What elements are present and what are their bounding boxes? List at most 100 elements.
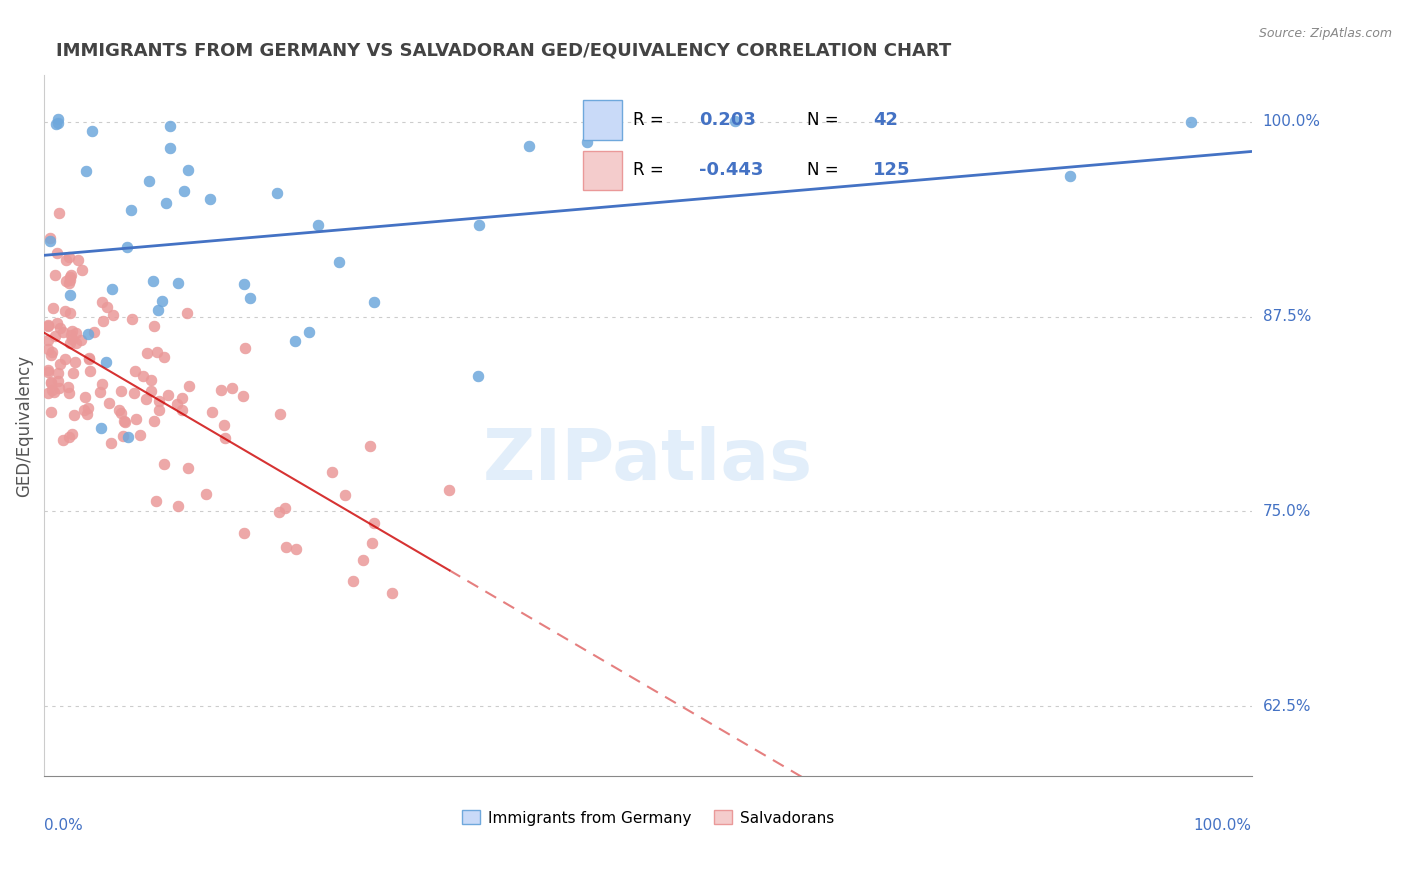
Point <box>83 325 105 339</box>
Point <box>44 268 66 282</box>
Point <box>42 301 65 315</box>
Point <box>59 273 82 287</box>
Point <box>124 412 146 426</box>
Point <box>115 240 138 254</box>
Point <box>135 392 157 407</box>
Point <box>77 401 100 415</box>
Point <box>75 390 97 404</box>
Text: 100.0%: 100.0% <box>1194 818 1251 833</box>
Point <box>59 306 82 320</box>
Point <box>39 235 62 249</box>
Point <box>110 406 132 420</box>
Point <box>274 500 297 515</box>
Point <box>124 364 146 378</box>
Point <box>121 311 143 326</box>
Point <box>177 460 200 475</box>
Point <box>269 505 291 519</box>
Point <box>269 407 291 421</box>
Point <box>60 328 83 343</box>
Point <box>44 385 66 400</box>
Point <box>333 488 356 502</box>
Point <box>96 301 118 315</box>
Point <box>76 327 98 342</box>
Point <box>48 205 70 219</box>
Point <box>52 326 75 340</box>
Point <box>361 535 384 549</box>
Point <box>65 335 87 350</box>
Point <box>221 381 243 395</box>
Point <box>73 402 96 417</box>
Point <box>170 391 193 405</box>
Point <box>37 342 59 356</box>
Point <box>39 376 62 390</box>
Text: 62.5%: 62.5% <box>1263 698 1312 714</box>
Point <box>79 351 101 365</box>
Point <box>46 116 69 130</box>
Point <box>65 326 87 341</box>
Point <box>76 407 98 421</box>
Text: IMMIGRANTS FROM GERMANY VS SALVADORAN GED/EQUIVALENCY CORRELATION CHART: IMMIGRANTS FROM GERMANY VS SALVADORAN GE… <box>56 42 952 60</box>
Point <box>65 354 87 368</box>
Point <box>195 486 218 500</box>
Point <box>41 383 63 397</box>
Point <box>439 483 461 498</box>
Point <box>179 379 201 393</box>
Point <box>155 195 177 210</box>
Point <box>59 288 82 302</box>
Point <box>90 421 112 435</box>
Point <box>176 305 198 319</box>
Point <box>75 164 97 178</box>
Text: Source: ZipAtlas.com: Source: ZipAtlas.com <box>1258 27 1392 40</box>
Point <box>48 381 70 395</box>
Point <box>1059 169 1081 184</box>
Text: 87.5%: 87.5% <box>1263 310 1310 324</box>
Point <box>52 434 75 448</box>
Point <box>58 386 80 401</box>
Point <box>45 117 67 131</box>
Point <box>70 262 93 277</box>
Point <box>239 291 262 305</box>
Legend: Immigrants from Germany, Salvadorans: Immigrants from Germany, Salvadorans <box>456 805 841 831</box>
Point <box>153 457 176 471</box>
Point <box>55 274 77 288</box>
Point <box>153 350 176 364</box>
Point <box>94 354 117 368</box>
Point <box>91 314 114 328</box>
Text: 75.0%: 75.0% <box>1263 504 1310 519</box>
Point <box>307 218 329 232</box>
Point <box>212 417 235 432</box>
Point <box>177 163 200 178</box>
Point <box>39 230 62 244</box>
Point <box>173 184 195 198</box>
Point <box>117 430 139 444</box>
Point <box>89 385 111 400</box>
Point <box>284 541 307 556</box>
Point <box>100 436 122 450</box>
Point <box>41 345 63 359</box>
Point <box>172 403 194 417</box>
Point <box>232 389 254 403</box>
Point <box>284 334 307 348</box>
Point <box>48 112 70 126</box>
Point <box>363 294 385 309</box>
Point <box>139 373 162 387</box>
Point <box>167 276 190 290</box>
Point <box>276 540 298 554</box>
Point <box>120 202 142 217</box>
Point <box>58 276 80 290</box>
Point <box>59 270 82 285</box>
Point <box>148 403 170 417</box>
Y-axis label: GED/Equivalency: GED/Equivalency <box>15 355 32 497</box>
Point <box>148 302 170 317</box>
Point <box>214 431 236 445</box>
Point <box>45 316 67 330</box>
Point <box>79 364 101 378</box>
Point <box>53 303 76 318</box>
Point <box>139 384 162 398</box>
Point <box>59 336 82 351</box>
Point <box>101 282 124 296</box>
Point <box>138 174 160 188</box>
Point <box>342 574 364 588</box>
Point <box>46 246 69 260</box>
Point <box>80 124 103 138</box>
